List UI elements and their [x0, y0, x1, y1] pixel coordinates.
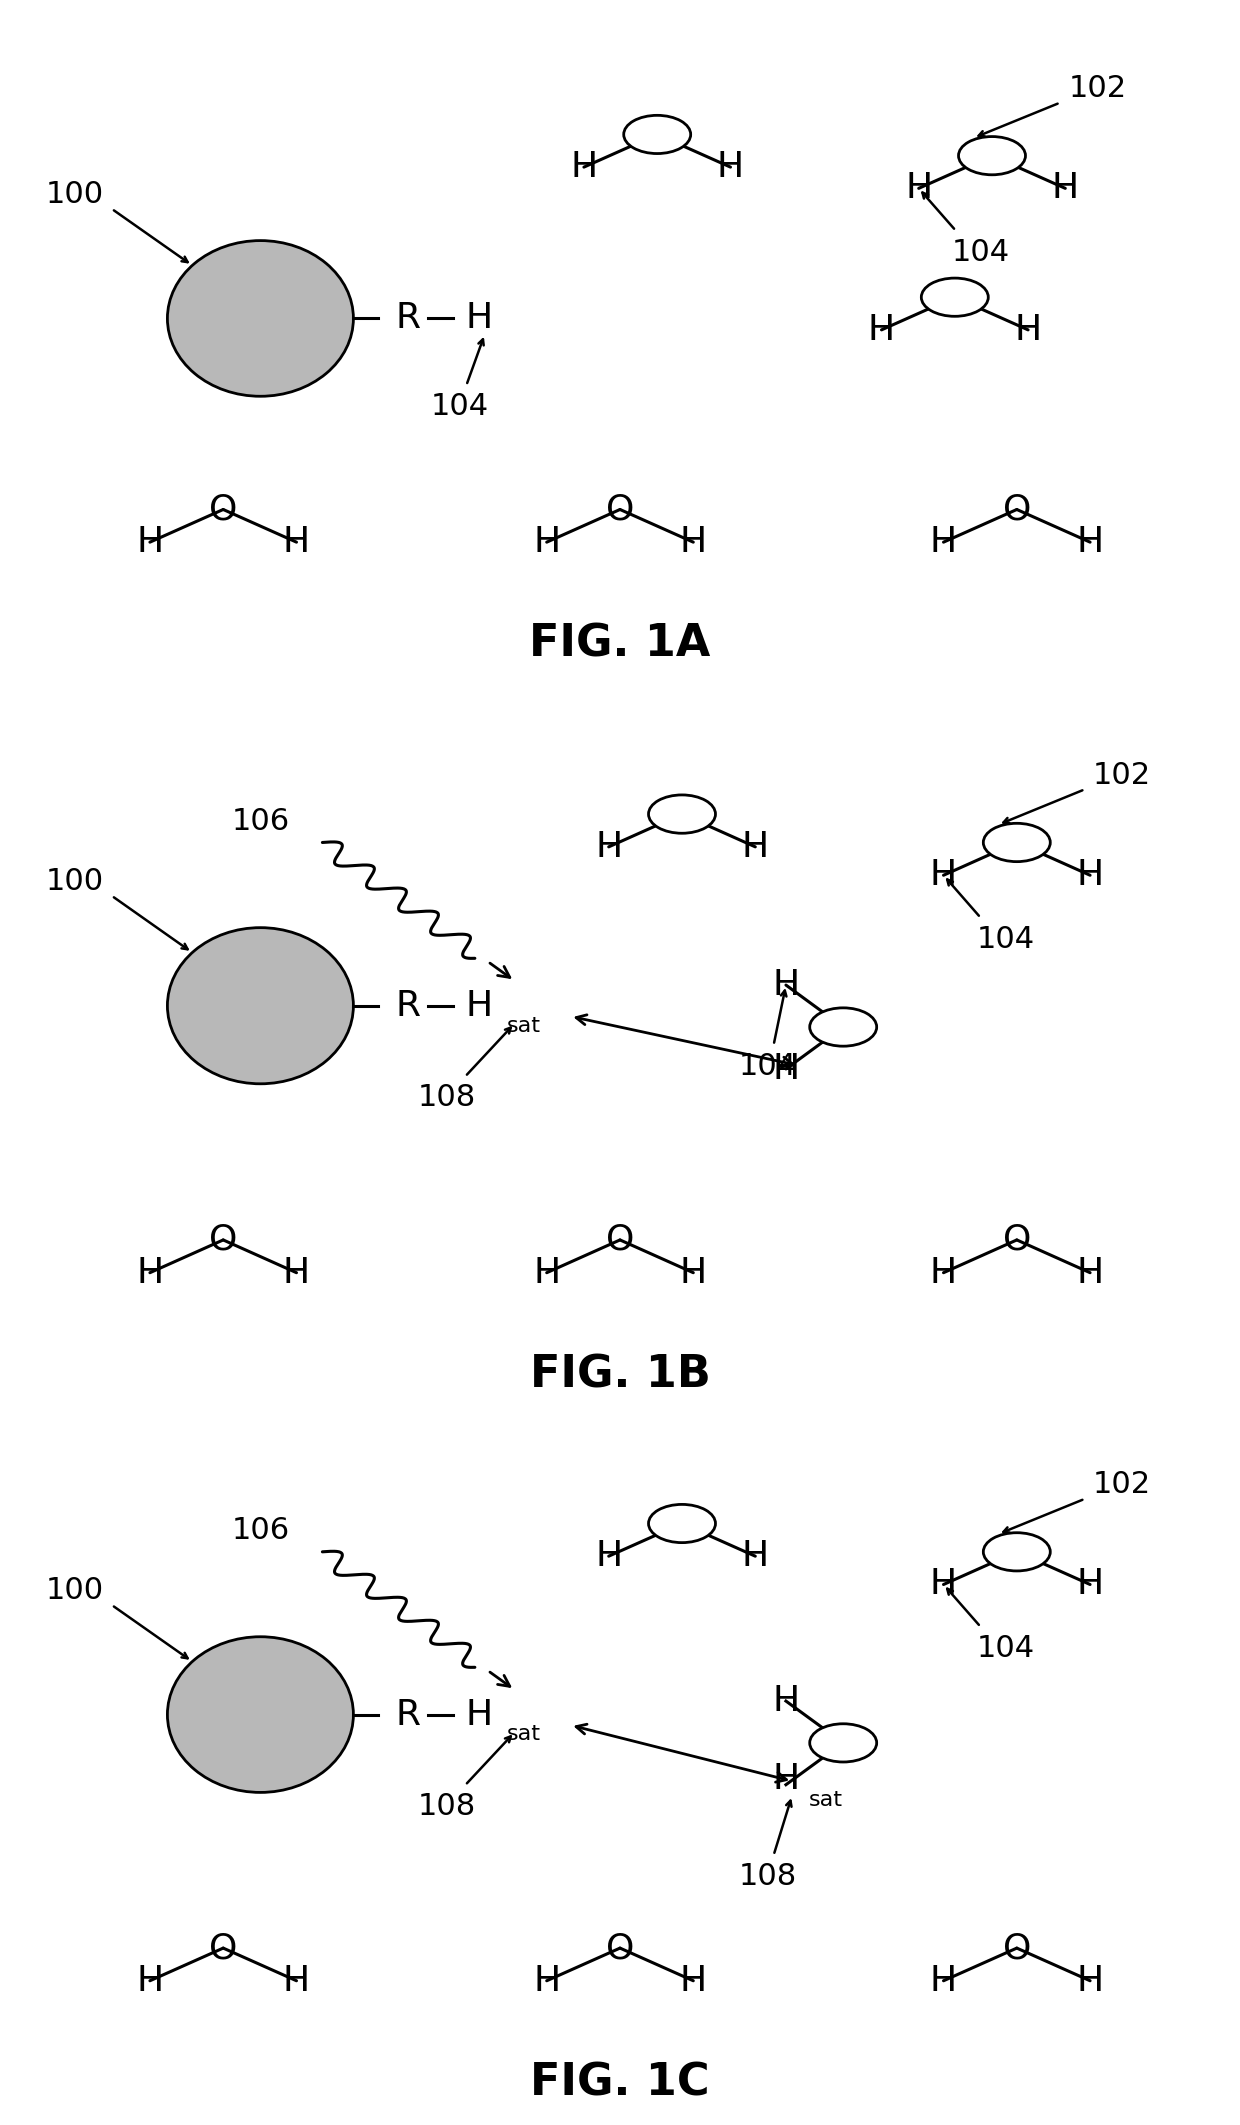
Text: H: H	[930, 858, 957, 892]
Circle shape	[983, 822, 1050, 861]
Text: O: O	[606, 1932, 634, 1966]
Text: H: H	[1014, 312, 1042, 346]
Text: H: H	[283, 1964, 310, 1997]
Text: O: O	[606, 493, 634, 527]
Text: 102: 102	[1094, 761, 1151, 790]
Text: H: H	[1076, 1964, 1104, 1997]
Text: 102: 102	[1069, 74, 1126, 102]
Circle shape	[921, 278, 988, 317]
Text: O: O	[210, 1932, 237, 1966]
Text: H: H	[136, 525, 164, 559]
Text: H: H	[283, 525, 310, 559]
Text: R: R	[396, 1698, 420, 1732]
Text: H: H	[680, 1256, 707, 1290]
Text: H: H	[533, 525, 560, 559]
Text: FIG. 1B: FIG. 1B	[529, 1354, 711, 1396]
Text: H: H	[533, 1964, 560, 1997]
Text: H: H	[533, 1256, 560, 1290]
Text: FIG. 1C: FIG. 1C	[531, 2061, 709, 2104]
Text: H: H	[773, 1683, 800, 1717]
Text: O: O	[606, 1224, 634, 1256]
Text: FIG. 1A: FIG. 1A	[529, 623, 711, 665]
Circle shape	[624, 115, 691, 153]
Text: H: H	[773, 969, 800, 1003]
Text: 106: 106	[232, 1515, 289, 1545]
Text: H: H	[570, 151, 598, 185]
Text: 104: 104	[432, 393, 489, 421]
Text: 100: 100	[46, 867, 103, 897]
Text: H: H	[773, 1052, 800, 1086]
Text: H: H	[465, 1698, 492, 1732]
Text: O: O	[210, 493, 237, 527]
Text: H: H	[930, 1256, 957, 1290]
Ellipse shape	[167, 240, 353, 395]
Text: R: R	[396, 988, 420, 1022]
Text: H: H	[742, 831, 769, 865]
Text: H: H	[930, 1568, 957, 1602]
Text: H: H	[1076, 1256, 1104, 1290]
Text: 102: 102	[1094, 1470, 1151, 1498]
Text: sat: sat	[507, 1723, 541, 1745]
Text: H: H	[680, 1964, 707, 1997]
Text: 104: 104	[738, 1052, 796, 1082]
Text: H: H	[283, 1256, 310, 1290]
Text: 104: 104	[976, 924, 1034, 954]
Circle shape	[983, 1532, 1050, 1570]
Text: H: H	[868, 312, 895, 346]
Text: O: O	[1003, 1932, 1030, 1966]
Text: O: O	[1003, 1224, 1030, 1256]
Text: H: H	[595, 831, 622, 865]
Text: H: H	[717, 151, 744, 185]
Text: 108: 108	[418, 1084, 475, 1114]
Text: H: H	[680, 525, 707, 559]
Text: sat: sat	[507, 1016, 541, 1035]
Text: H: H	[136, 1964, 164, 1997]
Text: H: H	[136, 1256, 164, 1290]
Ellipse shape	[167, 929, 353, 1084]
Text: 100: 100	[46, 1577, 103, 1604]
Circle shape	[959, 136, 1025, 174]
Text: O: O	[210, 1224, 237, 1256]
Ellipse shape	[167, 1636, 353, 1791]
Text: H: H	[930, 525, 957, 559]
Text: H: H	[773, 1762, 800, 1796]
Text: 104: 104	[976, 1634, 1034, 1662]
Text: O: O	[1003, 493, 1030, 527]
Text: 108: 108	[738, 1862, 796, 1891]
Circle shape	[649, 1504, 715, 1543]
Text: H: H	[465, 988, 492, 1022]
Text: H: H	[465, 302, 492, 336]
Text: 100: 100	[46, 181, 103, 208]
Text: 106: 106	[232, 808, 289, 835]
Text: H: H	[1076, 525, 1104, 559]
Text: sat: sat	[808, 1789, 843, 1810]
Circle shape	[649, 795, 715, 833]
Text: H: H	[595, 1538, 622, 1572]
Text: 108: 108	[418, 1791, 475, 1821]
Text: 104: 104	[951, 238, 1009, 266]
Circle shape	[810, 1007, 877, 1046]
Circle shape	[810, 1723, 877, 1762]
Text: H: H	[930, 1964, 957, 1997]
Text: H: H	[1076, 1568, 1104, 1602]
Text: H: H	[905, 172, 932, 206]
Text: H: H	[1052, 172, 1079, 206]
Text: R: R	[396, 302, 420, 336]
Text: H: H	[1076, 858, 1104, 892]
Text: H: H	[742, 1538, 769, 1572]
